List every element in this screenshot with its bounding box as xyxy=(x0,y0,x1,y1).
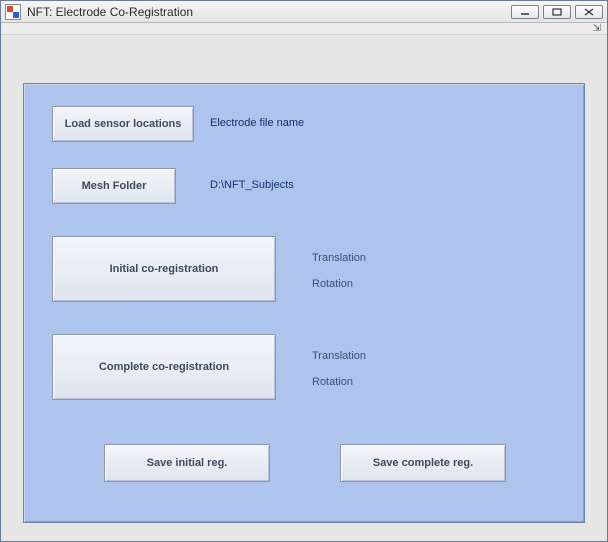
maximize-button[interactable] xyxy=(543,5,571,19)
app-icon xyxy=(5,4,21,20)
titlebar: NFT: Electrode Co-Registration xyxy=(1,1,607,23)
initial-rotation-label: Rotation xyxy=(312,278,353,290)
complete-rotation-label: Rotation xyxy=(312,376,353,388)
save-complete-reg-button[interactable]: Save complete reg. xyxy=(340,444,506,482)
save-initial-reg-button[interactable]: Save initial reg. xyxy=(104,444,270,482)
load-sensor-locations-button[interactable]: Load sensor locations xyxy=(52,106,194,142)
mesh-folder-button[interactable]: Mesh Folder xyxy=(52,168,176,204)
minimize-button[interactable] xyxy=(511,5,539,19)
close-button[interactable] xyxy=(575,5,603,19)
electrode-file-label: Electrode file name xyxy=(210,117,304,129)
close-icon xyxy=(584,8,594,16)
complete-translation-label: Translation xyxy=(312,350,366,362)
minimize-icon xyxy=(520,8,530,16)
window-title: NFT: Electrode Co-Registration xyxy=(27,5,193,19)
app-window: NFT: Electrode Co-Registration ⇲ Load se… xyxy=(0,0,608,542)
figure-background: Load sensor locations Electrode file nam… xyxy=(1,35,607,541)
mesh-path-label: D:\NFT_Subjects xyxy=(210,179,294,191)
main-panel: Load sensor locations Electrode file nam… xyxy=(23,83,585,523)
maximize-icon xyxy=(552,8,562,16)
initial-coregistration-button[interactable]: Initial co-registration xyxy=(52,236,276,302)
complete-coregistration-button[interactable]: Complete co-registration xyxy=(52,334,276,400)
dock-arrow-icon[interactable]: ⇲ xyxy=(593,23,601,34)
dock-strip: ⇲ xyxy=(1,23,607,35)
initial-translation-label: Translation xyxy=(312,252,366,264)
